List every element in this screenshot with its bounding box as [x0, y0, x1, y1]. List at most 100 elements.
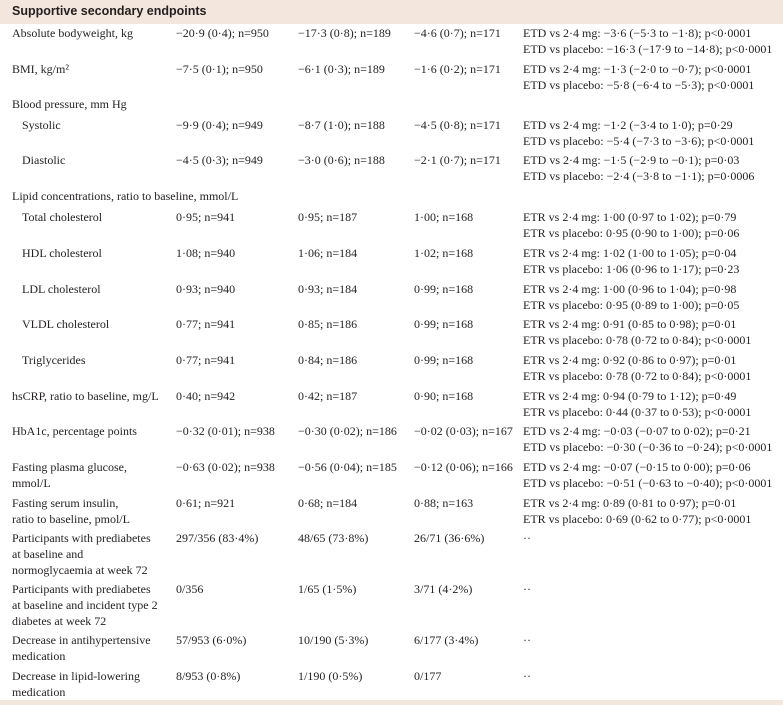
row-label: HDL cholesterol: [22, 245, 182, 261]
label-line: at baseline and: [12, 547, 84, 561]
label-line: Fasting serum insulin,: [12, 496, 119, 510]
label-line: Absolute bodyweight, kg: [12, 26, 133, 40]
row-label: Blood pressure, mm Hg: [12, 96, 172, 112]
comparison-line: ETR vs 2·4 mg: 0·89 (0·81 to 0·97); p=0·…: [523, 496, 737, 510]
value-cell: 6/177 (3·4%): [414, 633, 479, 647]
value-cell: −4·6 (0·7); n=171: [414, 26, 501, 40]
comparison-cell: ETR vs 2·4 mg: 1·00 (0·96 to 1·04); p=0·…: [523, 281, 739, 313]
label-line: at baseline and incident type 2: [12, 598, 158, 612]
value-cell: 0·77; n=941: [176, 317, 236, 331]
comparison-line: ETR vs placebo: 0·95 (0·90 to 1·00); p=0…: [523, 226, 740, 240]
value-cell: 57/953 (6·0%): [176, 633, 247, 647]
value-cell: 1·06; n=184: [298, 246, 358, 260]
value-cell: −0·63 (0·02); n=938: [176, 460, 275, 474]
comparison-cell: ETD vs 2·4 mg: −1·3 (−2·0 to −0·7); p<0·…: [523, 61, 754, 93]
value-cell: −3·0 (0·6); n=188: [298, 153, 385, 167]
comparison-cell: ETR vs 2·4 mg: 1·02 (1·00 to 1·05); p=0·…: [523, 245, 739, 277]
value-cell: −0·32 (0·01); n=938: [176, 424, 275, 438]
label-line: hsCRP, ratio to baseline, mg/L: [12, 389, 159, 403]
comparison-line: ETR vs placebo: 1·06 (0·96 to 1·17); p=0…: [523, 262, 740, 276]
comparison-line: ··: [523, 582, 531, 596]
value-cell: 0·99; n=168: [414, 317, 474, 331]
comparison-cell: ETD vs 2·4 mg: −1·5 (−2·9 to −0·1); p=0·…: [523, 152, 754, 184]
label-line: normoglycaemia at week 72: [12, 563, 148, 577]
value-cell: −1·6 (0·2); n=171: [414, 62, 501, 76]
footer-band: [0, 700, 783, 705]
value-cell: 0·95; n=187: [298, 210, 358, 224]
label-line: Participants with prediabetes: [12, 531, 151, 545]
value-cell: 0·93; n=940: [176, 282, 236, 296]
comparison-line: ETD vs placebo: −0·51 (−0·63 to −0·40); …: [523, 476, 773, 490]
row-label: LDL cholesterol: [22, 281, 182, 297]
comparison-cell: ETD vs 2·4 mg: −0·03 (−0·07 to 0·02); p=…: [523, 423, 772, 455]
value-cell: −9·9 (0·4); n=949: [176, 118, 263, 132]
row-label: BMI, kg/m²: [12, 61, 172, 77]
comparison-cell: ··: [523, 581, 531, 597]
value-cell: −0·12 (0·06); n=166: [414, 460, 513, 474]
label-line: mmol/L: [12, 476, 51, 490]
value-cell: −8·7 (1·0); n=188: [298, 118, 385, 132]
value-cell: −7·5 (0·1); n=950: [176, 62, 263, 76]
row-label: Total cholesterol: [22, 209, 182, 225]
value-cell: −2·1 (0·7); n=171: [414, 153, 501, 167]
label-line: Blood pressure, mm Hg: [12, 97, 127, 111]
label-line: diabetes at week 72: [12, 614, 107, 628]
comparison-cell: ETR vs 2·4 mg: 0·91 (0·85 to 0·98); p=0·…: [523, 316, 751, 348]
row-label: hsCRP, ratio to baseline, mg/L: [12, 388, 172, 404]
comparison-line: ETD vs 2·4 mg: −3·6 (−5·3 to −1·8); p<0·…: [523, 26, 752, 40]
comparison-line: ETD vs 2·4 mg: −1·3 (−2·0 to −0·7); p<0·…: [523, 62, 752, 76]
label-line: Participants with prediabetes: [12, 582, 151, 596]
row-label: Decrease in antihypertensive medication: [12, 632, 172, 664]
comparison-line: ··: [523, 531, 531, 545]
comparison-line: ETD vs placebo: −0·30 (−0·36 to −0·24); …: [523, 440, 773, 454]
row-label: Absolute bodyweight, kg: [12, 25, 172, 41]
comparison-line: ETD vs placebo: −16·3 (−17·9 to −14·8); …: [523, 42, 773, 56]
comparison-cell: ETD vs 2·4 mg: −3·6 (−5·3 to −1·8); p<0·…: [523, 25, 772, 57]
comparison-cell: ··: [523, 668, 531, 684]
row-label: HbA1c, percentage points: [12, 423, 172, 439]
label-line: medication: [12, 685, 66, 699]
comparison-cell: ETR vs 2·4 mg: 0·89 (0·81 to 0·97); p=0·…: [523, 495, 751, 527]
label-line: ratio to baseline, pmol/L: [12, 512, 130, 526]
comparison-cell: ETR vs 2·4 mg: 1·00 (0·97 to 1·02); p=0·…: [523, 209, 739, 241]
comparison-line: ETD vs placebo: −2·4 (−3·8 to −1·1); p=0…: [523, 169, 755, 183]
label-line: BMI, kg/m²: [12, 62, 69, 76]
comparison-cell: ETR vs 2·4 mg: 0·92 (0·86 to 0·97); p=0·…: [523, 352, 751, 384]
comparison-line: ··: [523, 669, 531, 683]
value-cell: 1·08; n=940: [176, 246, 236, 260]
label-line: Fasting plasma glucose,: [12, 460, 127, 474]
section-header: Supportive secondary endpoints: [0, 0, 783, 24]
label-line: Lipid concentrations, ratio to baseline,…: [12, 189, 239, 203]
value-cell: 0·99; n=168: [414, 282, 474, 296]
value-cell: 0·84; n=186: [298, 353, 358, 367]
comparison-line: ETR vs placebo: 0·44 (0·37 to 0·53); p<0…: [523, 405, 752, 419]
comparison-line: ETR vs 2·4 mg: 1·02 (1·00 to 1·05); p=0·…: [523, 246, 737, 260]
row-label: VLDL cholesterol: [22, 316, 182, 332]
comparison-line: ETR vs 2·4 mg: 0·92 (0·86 to 0·97); p=0·…: [523, 353, 737, 367]
comparison-line: ETR vs 2·4 mg: 0·91 (0·85 to 0·98); p=0·…: [523, 317, 737, 331]
row-label: Diastolic: [22, 152, 182, 168]
comparison-cell: ··: [523, 530, 531, 546]
comparison-cell: ETD vs 2·4 mg: −1·2 (−3·4 to 1·0); p=0·2…: [523, 117, 754, 149]
label-line: Triglycerides: [22, 353, 86, 367]
label-line: HDL cholesterol: [22, 246, 102, 260]
value-cell: 297/356 (83·4%): [176, 531, 259, 545]
row-label: Participants with prediabetes at baseline…: [12, 530, 172, 578]
comparison-line: ETD vs 2·4 mg: −0·03 (−0·07 to 0·02); p=…: [523, 424, 751, 438]
value-cell: 0·68; n=184: [298, 496, 358, 510]
comparison-line: ETR vs placebo: 0·78 (0·72 to 0·84); p<0…: [523, 333, 752, 347]
value-cell: 1/190 (0·5%): [298, 669, 363, 683]
comparison-line: ETR vs 2·4 mg: 0·94 (0·79 to 1·12); p=0·…: [523, 389, 737, 403]
row-label: Fasting plasma glucose, mmol/L: [12, 459, 172, 491]
comparison-line: ETD vs 2·4 mg: −0·07 (−0·15 to 0·00); p=…: [523, 460, 751, 474]
row-label: Triglycerides: [22, 352, 182, 368]
comparison-line: ETD vs placebo: −5·8 (−6·4 to −5·3); p<0…: [523, 78, 755, 92]
value-cell: −17·3 (0·8); n=189: [298, 26, 391, 40]
value-cell: 8/953 (0·8%): [176, 669, 241, 683]
comparison-cell: ETR vs 2·4 mg: 0·94 (0·79 to 1·12); p=0·…: [523, 388, 751, 420]
value-cell: 3/71 (4·2%): [414, 582, 473, 596]
value-cell: 0·42; n=187: [298, 389, 358, 403]
label-line: medication: [12, 649, 66, 663]
value-cell: 0·88; n=163: [414, 496, 474, 510]
